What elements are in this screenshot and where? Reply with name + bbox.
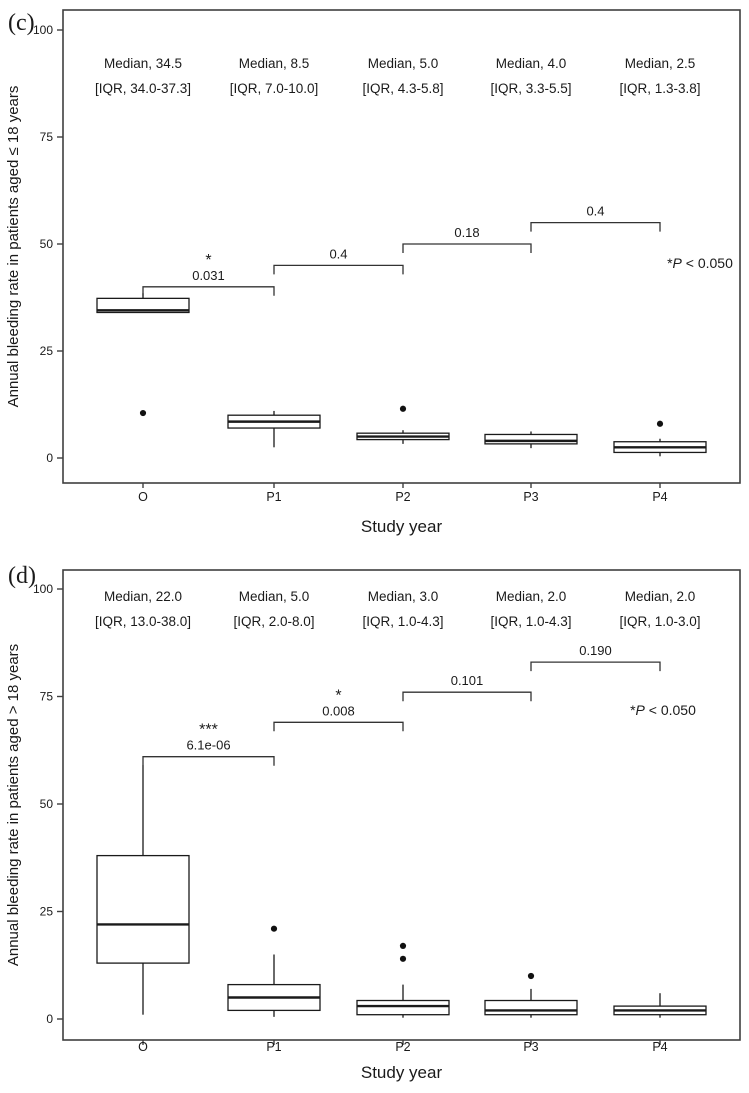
- note-star: *: [630, 702, 636, 718]
- x-axis-title: Study year: [361, 1063, 443, 1082]
- median-annotation: Median, 2.0: [625, 589, 696, 604]
- outlier-point: [139, 409, 147, 417]
- outlier-point: [399, 405, 407, 412]
- significance-bracket: [273, 721, 404, 732]
- y-tick-label: 75: [40, 130, 54, 144]
- iqr-annotation: [IQR, 1.3-3.8]: [619, 81, 700, 96]
- p-value-label: 6.1e-06: [186, 738, 230, 753]
- y-tick-label: 100: [33, 582, 53, 596]
- median-annotation: Median, 8.5: [239, 56, 310, 71]
- x-tick-label: P2: [395, 1040, 410, 1054]
- x-tick-label: O: [138, 1040, 148, 1054]
- y-tick-label: 50: [40, 797, 54, 811]
- p-threshold-note: *P < 0.050: [667, 255, 733, 271]
- significance-bracket: [142, 756, 275, 766]
- iqr-annotation: [IQR, 1.0-4.3]: [362, 614, 443, 629]
- x-tick-label: P3: [523, 490, 538, 504]
- p-threshold-note: *P < 0.050: [630, 702, 696, 718]
- boxplot-box: [96, 297, 190, 314]
- significance-bracket: [273, 264, 404, 275]
- x-tick-label: P1: [266, 490, 281, 504]
- median-annotation: Median, 2.5: [625, 56, 696, 71]
- significance-bracket: [142, 286, 275, 296]
- iqr-annotation: [IQR, 4.3-5.8]: [362, 81, 443, 96]
- x-tick-label: P2: [395, 490, 410, 504]
- plot-border: [62, 569, 741, 1041]
- boxplot-box: [96, 854, 190, 964]
- outlier-point: [399, 942, 407, 949]
- iqr-annotation: [IQR, 13.0-38.0]: [95, 614, 191, 629]
- outlier-point: [527, 972, 535, 980]
- iqr-annotation: [IQR, 1.0-4.3]: [490, 614, 571, 629]
- panel-c-chart: (c) 0 25 50 75 100 O P1 P2 P3 P4 Study year Annual b…: [5, 9, 741, 536]
- median-annotation: Median, 3.0: [368, 589, 439, 604]
- boxplot-box: [484, 999, 578, 1016]
- boxplot-box: [484, 433, 578, 445]
- y-tick-label: 50: [40, 237, 54, 251]
- median-annotation: Median, 2.0: [496, 589, 567, 604]
- median-annotation: Median, 4.0: [496, 56, 567, 71]
- x-axis-title: Study year: [361, 517, 443, 536]
- y-tick-label: 0: [46, 451, 53, 465]
- iqr-annotation: [IQR, 34.0-37.3]: [95, 81, 191, 96]
- significance-bracket: [530, 221, 661, 232]
- plot-border: [62, 9, 741, 484]
- x-tick-label: P3: [523, 1040, 538, 1054]
- note-threshold: < 0.050: [682, 255, 733, 271]
- y-tick-label: 75: [40, 690, 54, 704]
- x-tick-label: P4: [652, 490, 667, 504]
- y-tick-label: 0: [46, 1012, 53, 1026]
- outlier-point: [270, 925, 278, 932]
- panel-d-chart: (d) 0 25 50 75 100 O P1 P2 P3 P4 Study year Annual b…: [5, 563, 741, 1082]
- outlier-point: [399, 955, 407, 962]
- x-tick-label: O: [138, 490, 148, 504]
- iqr-annotation: [IQR, 1.0-3.0]: [619, 614, 700, 629]
- iqr-annotation: [IQR, 7.0-10.0]: [230, 81, 319, 96]
- median-annotation: Median, 5.0: [239, 589, 310, 604]
- significance-bracket: [402, 243, 532, 253]
- note-star: *: [667, 255, 673, 271]
- p-value-label: 0.4: [329, 246, 347, 261]
- x-tick-label: P4: [652, 1040, 667, 1054]
- significance-stars: *: [335, 687, 341, 704]
- significance-stars: ***: [199, 722, 218, 739]
- y-tick-label: 25: [40, 344, 54, 358]
- note-p-symbol: P: [673, 255, 683, 271]
- median-annotation: Median, 22.0: [104, 589, 182, 604]
- y-tick-label: 25: [40, 905, 54, 919]
- iqr-annotation: [IQR, 2.0-8.0]: [233, 614, 314, 629]
- y-axis-title: Annual bleeding rate in patients aged > …: [5, 644, 22, 966]
- significance-bracket: [402, 691, 532, 702]
- note-threshold: < 0.050: [645, 702, 696, 718]
- median-annotation: Median, 34.5: [104, 56, 182, 71]
- boxplot-box: [356, 999, 450, 1016]
- y-axis-title: Annual bleeding rate in patients aged ≤ …: [5, 86, 22, 408]
- panel-label: (d): [8, 563, 36, 589]
- outlier-point: [656, 420, 664, 427]
- significance-bracket: [530, 661, 661, 672]
- median-annotation: Median, 5.0: [368, 56, 439, 71]
- p-value-label: 0.101: [451, 673, 484, 688]
- p-value-label: 0.18: [454, 225, 479, 240]
- p-value-label: 0.031: [192, 268, 225, 283]
- p-value-label: 0.4: [586, 204, 604, 219]
- significance-stars: *: [205, 252, 211, 269]
- panel-label: (c): [8, 10, 35, 36]
- y-tick-label: 100: [33, 23, 53, 37]
- x-tick-label: P1: [266, 1040, 281, 1054]
- iqr-annotation: [IQR, 3.3-5.5]: [490, 81, 571, 96]
- p-value-label: 0.190: [579, 643, 612, 658]
- p-value-label: 0.008: [322, 703, 355, 718]
- note-p-symbol: P: [636, 702, 646, 718]
